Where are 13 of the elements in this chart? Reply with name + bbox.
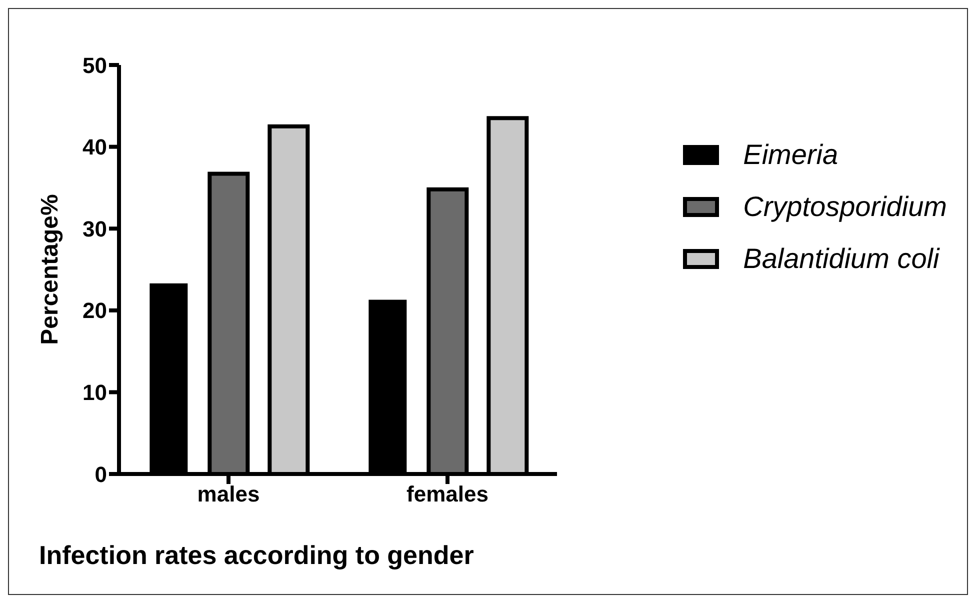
legend-label: Eimeria <box>743 139 838 171</box>
y-tick-label: 20 <box>82 298 107 324</box>
y-axis-title: Percentage% <box>36 194 64 345</box>
y-tick-label: 50 <box>82 52 107 78</box>
y-tick-label: 0 <box>94 462 107 487</box>
x-tick-label: females <box>406 482 488 507</box>
x-tick-label: males <box>197 482 260 507</box>
y-tick-label: 10 <box>82 380 107 406</box>
legend-label: Balantidium coli <box>743 243 940 275</box>
y-tick-label: 40 <box>82 134 107 160</box>
legend-label: Cryptosporidium <box>743 191 947 223</box>
x-axis-title: Infection rates according to gender <box>39 540 474 570</box>
y-tick-label: 30 <box>82 216 107 242</box>
